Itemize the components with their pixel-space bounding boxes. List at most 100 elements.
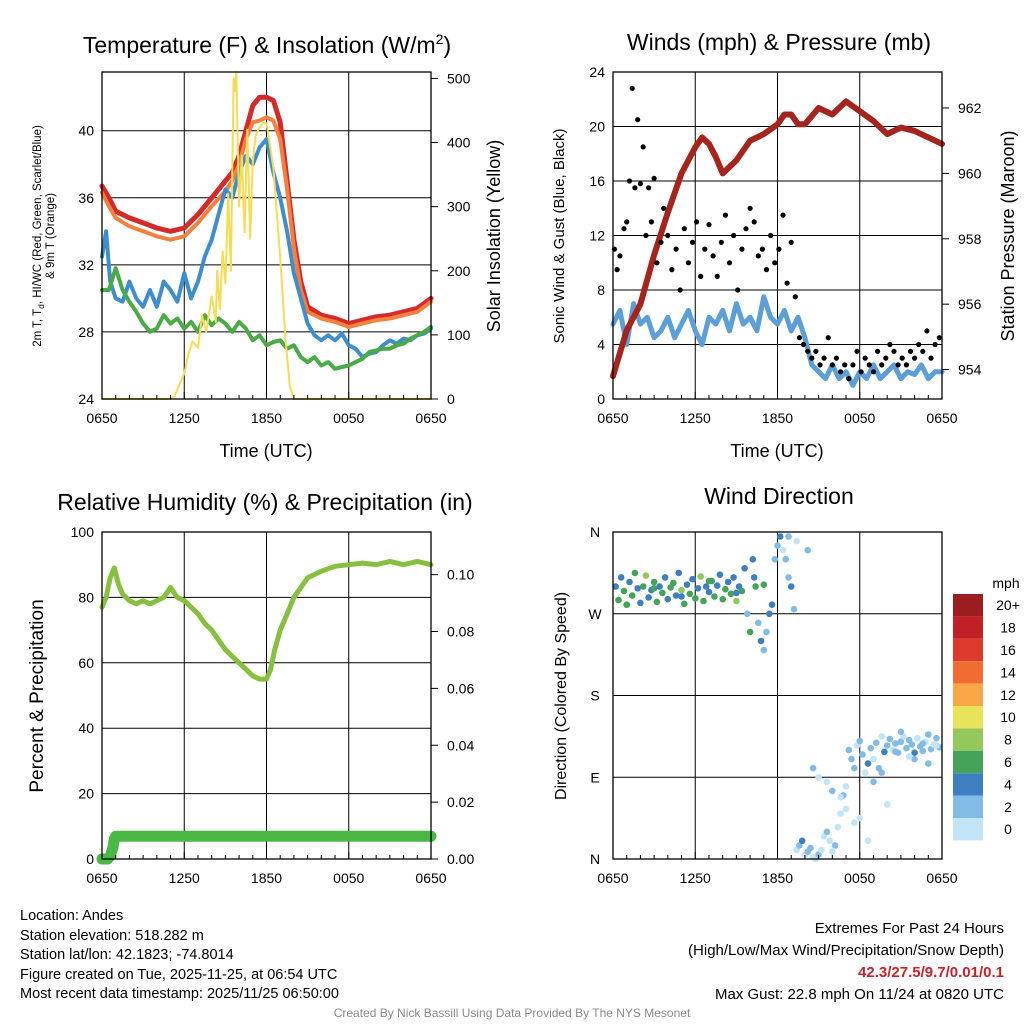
speed-legend-label: 12: [1000, 687, 1016, 703]
speed-legend-swatch: [953, 661, 983, 684]
gust-point: [669, 267, 675, 273]
direction-point: [919, 747, 927, 755]
gust-point: [829, 362, 835, 368]
direction-point: [752, 583, 759, 590]
direction-point: [818, 846, 825, 854]
direction-point: [675, 569, 683, 577]
humidity-ytick-right-label: 0.02: [447, 794, 474, 810]
humidity-ytick-right-label: 0.00: [447, 851, 474, 867]
direction-point: [642, 572, 650, 579]
winds-ytick-label: 20: [589, 119, 605, 135]
direction-point: [750, 574, 758, 581]
gust-point: [654, 260, 660, 266]
direction-point: [700, 597, 707, 605]
humidity-ytick-right-label: 0.04: [447, 737, 474, 753]
gust-point: [883, 355, 889, 361]
humidity-ytick-label: 80: [78, 589, 94, 605]
gust-point: [903, 362, 910, 368]
gust-point: [912, 355, 918, 361]
winds-ytick-label: 16: [589, 173, 605, 189]
gust-point: [698, 273, 704, 279]
speed-legend: mph 20+ 18 16 14 12 10 8 6 4 2 0: [953, 575, 1020, 841]
direction-point: [848, 755, 855, 763]
direction-point: [749, 556, 757, 563]
speed-legend-swatch: [953, 616, 983, 639]
direction-point: [785, 533, 792, 540]
gust-point: [788, 239, 794, 245]
gust-point: [850, 362, 856, 368]
gust-point: [714, 273, 720, 279]
direction-point: [842, 805, 850, 813]
extremes-title: Extremes For Past 24 Hours: [814, 920, 1004, 937]
humidity-ytick-label: 0: [86, 851, 94, 867]
station-location: Location: Andes: [20, 908, 124, 924]
speed-legend-swatch: [953, 594, 983, 617]
humidity-ytick-label: 60: [78, 655, 94, 671]
direction-point: [798, 837, 806, 845]
gust-point: [617, 253, 623, 259]
direction-point: [692, 595, 699, 602]
speed-legend-label: 10: [1000, 709, 1016, 725]
direction-point: [760, 581, 768, 588]
gust-point: [689, 239, 696, 245]
speed-legend-label: 16: [1000, 642, 1016, 658]
direction-point: [727, 590, 735, 598]
direction-point: [867, 744, 874, 752]
temperature-title: Temperature (F) & Insolation (W/m2): [83, 31, 451, 58]
direction-point: [650, 578, 658, 586]
direction-point: [711, 593, 718, 600]
gust-point: [772, 260, 778, 266]
direction-xtick-label: 1250: [680, 870, 711, 886]
gust-point: [916, 341, 922, 348]
winds-ytick-right-label: 960: [958, 165, 982, 181]
gust-point: [833, 355, 840, 361]
direction-ylabel-left: Direction (Colored By Speed): [553, 592, 570, 800]
gust-point: [739, 246, 745, 252]
humidity-ytick-right-label: 0.08: [447, 624, 474, 640]
temperature-ytick-label: 28: [78, 324, 94, 340]
direction-point: [823, 828, 831, 836]
direction-point: [856, 814, 864, 822]
direction-point: [634, 585, 641, 592]
direction-point: [637, 599, 644, 607]
temperature-ticks: 0650 1250 1850 0050 065024283236400100200300…: [78, 70, 470, 426]
direction-point: [724, 578, 732, 586]
gust-point: [702, 246, 708, 252]
temperature-ytick-label: 40: [78, 123, 94, 139]
temperature-ylabel-right: Solar Insolation (Yellow): [484, 140, 504, 332]
direction-point: [697, 573, 704, 580]
winds-xtick-label: 0650: [597, 410, 628, 426]
gust-point: [887, 341, 893, 348]
direction-point: [897, 738, 905, 746]
direction-point: [733, 589, 740, 597]
temperature-xtick-label: 0050: [333, 410, 364, 426]
direction-point: [785, 574, 792, 581]
direction-point: [837, 793, 844, 801]
direction-ytick-label: S: [590, 688, 599, 704]
humidity-grid: [102, 532, 431, 859]
temperature-series-line: [100, 266, 433, 371]
humidity-ytick-right-label: 0.10: [447, 567, 474, 583]
gust-point: [796, 335, 803, 341]
direction-point: [702, 583, 710, 590]
direction-xtick-label: 0650: [597, 870, 628, 886]
direction-ytick-label: W: [588, 606, 602, 622]
humidity-xtick-label: 1850: [251, 870, 282, 886]
gust-point: [621, 226, 627, 232]
gust-point: [875, 348, 881, 354]
temperature-xtick-label: 1850: [251, 410, 282, 426]
speed-legend-label: 18: [1000, 620, 1016, 636]
station-elevation: Station elevation: 518.282 m: [20, 927, 204, 944]
gust-point: [624, 219, 630, 225]
speed-legend-unit: mph: [992, 575, 1019, 591]
gust-point: [718, 239, 724, 245]
direction-grid: [613, 532, 942, 859]
direction-point: [809, 764, 817, 772]
direction-point: [755, 619, 762, 627]
gust-point: [805, 348, 811, 354]
direction-point: [872, 739, 880, 746]
gust-point: [677, 287, 683, 293]
gust-point: [768, 232, 774, 239]
winds-ytick-label: 12: [589, 228, 605, 244]
direction-point: [694, 585, 702, 592]
